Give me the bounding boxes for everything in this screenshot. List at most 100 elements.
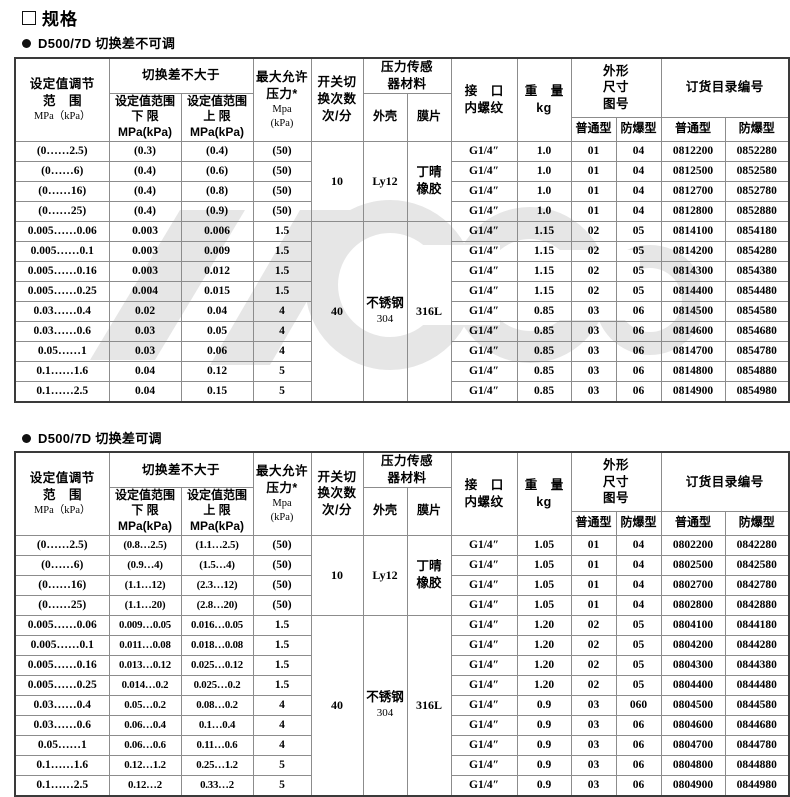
th-weight: 重 量 kg xyxy=(516,57,572,142)
cell-max-pressure: 1.5 xyxy=(252,260,312,282)
cell-max-pressure: 4 xyxy=(252,300,312,322)
table-1-title: D500/7D 切换差不可调 xyxy=(22,36,782,52)
th-catalog-group: 订货目录编号 xyxy=(660,451,790,512)
cell-diff-upper: (2.8…20) xyxy=(180,594,254,616)
cell-catalog-standard: 0814500 xyxy=(660,300,726,322)
cell-max-pressure: 4 xyxy=(252,320,312,342)
cell-weight: 1.05 xyxy=(516,534,572,556)
th-switch-frequency: 开关切 换次数 次/分 xyxy=(310,451,364,536)
cell-diff-lower: (0.4) xyxy=(108,200,182,222)
cell-set-range: 0.03……0.4 xyxy=(14,300,110,322)
th-diff-upper: 设定值范围 上 限 MPa(kPa) xyxy=(180,486,254,536)
cell-interface: G1/4″ xyxy=(450,240,518,262)
cell-dim-standard: 03 xyxy=(570,300,617,322)
cell-dim-explosion: 06 xyxy=(615,774,662,797)
cell-weight: 1.05 xyxy=(516,554,572,576)
cell-dim-standard: 02 xyxy=(570,674,617,696)
th-switch-diff-group: 切换差不大于 xyxy=(108,57,254,94)
th-sensor-material-group: 压力传感 器材料 xyxy=(362,451,452,488)
cell-weight: 0.85 xyxy=(516,300,572,322)
cell-diff-upper: 0.025…0.12 xyxy=(180,654,254,676)
cell-set-range: 0.005……0.16 xyxy=(14,654,110,676)
cell-interface: G1/4″ xyxy=(450,280,518,302)
table-row: 0.03……0.4 0.05…0.2 0.08…0.2 4 G1/4″ 0.9 03 060 0… xyxy=(14,694,790,716)
cell-catalog-standard: 0814100 xyxy=(660,220,726,242)
th-cat-explosion: 防爆型 xyxy=(724,510,790,536)
cell-set-range: 0.005……0.25 xyxy=(14,674,110,696)
table-2-title-label: D500/7D 切换差可调 xyxy=(38,430,162,446)
cell-max-pressure: 5 xyxy=(252,754,312,776)
cell-diff-lower: 0.12…2 xyxy=(108,774,182,797)
th-diaphragm: 膜片 xyxy=(406,486,452,536)
header-row-2: 设定值范围 下 限 MPa(kPa) 设定值范围 上 限 MPa(kPa) 外壳… xyxy=(15,92,789,142)
cell-set-range: (0……6) xyxy=(14,160,110,182)
cell-dim-explosion: 04 xyxy=(615,594,662,616)
cell-dim-explosion: 04 xyxy=(615,534,662,556)
cell-catalog-standard: 0804800 xyxy=(660,754,726,776)
cell-interface: G1/4″ xyxy=(450,754,518,776)
cell-set-range: 0.005……0.06 xyxy=(14,614,110,636)
cell-dim-standard: 01 xyxy=(570,554,617,576)
cell-interface: G1/4″ xyxy=(450,534,518,556)
cell-dim-explosion: 04 xyxy=(615,160,662,182)
cell-set-range: 0.05……1 xyxy=(14,734,110,756)
cell-dim-standard: 01 xyxy=(570,534,617,556)
header-row-1: 设定值调节 范 围 MPa（kPa） 切换差不大于 最大允许 压力* Mpa (… xyxy=(14,451,790,536)
header-row-1: 设定值调节 范 围 MPa（kPa） 切换差不大于 最大允许 压力* Mpa (… xyxy=(14,57,790,142)
th-diaphragm: 膜片 xyxy=(406,92,452,142)
cell-max-pressure: 1.5 xyxy=(252,220,312,242)
cell-catalog-explosion: 0852880 xyxy=(724,200,790,222)
th-outline-dim-group: 外形 尺寸 图号 xyxy=(570,57,662,118)
cell-diff-lower: (0.9…4) xyxy=(108,554,182,576)
cell-weight: 1.15 xyxy=(516,240,572,262)
cell-max-pressure: 4 xyxy=(252,340,312,362)
cell-diff-lower: 0.004 xyxy=(108,280,182,302)
cell-catalog-explosion: 0844380 xyxy=(724,654,790,676)
th-weight: 重 量 kg xyxy=(516,451,572,536)
th-dim-standard: 普通型 xyxy=(570,116,617,142)
cell-catalog-explosion: 0844880 xyxy=(724,754,790,776)
cell-dim-standard: 01 xyxy=(570,574,617,596)
cell-catalog-explosion: 0854980 xyxy=(724,380,790,403)
cell-max-pressure: 1.5 xyxy=(252,674,312,696)
cell-catalog-explosion: 0844980 xyxy=(724,774,790,797)
cell-weight: 1.20 xyxy=(516,654,572,676)
cell-interface: G1/4″ xyxy=(450,574,518,596)
cell-set-range: (0……16) xyxy=(14,574,110,596)
cell-catalog-standard: 0814200 xyxy=(660,240,726,262)
cell-interface: G1/4″ xyxy=(450,634,518,656)
cell-dim-standard: 02 xyxy=(570,260,617,282)
cell-diff-upper: (1.5…4) xyxy=(180,554,254,576)
cell-weight: 1.20 xyxy=(516,634,572,656)
cell-catalog-standard: 0814300 xyxy=(660,260,726,282)
cell-interface: G1/4″ xyxy=(450,340,518,362)
cell-catalog-explosion: 0854780 xyxy=(724,340,790,362)
table-row: (0……16) (1.1…12) (2.3…12) (50) G1/4″ 1.05 01 04… xyxy=(14,574,790,596)
cell-set-range: 0.05……1 xyxy=(14,340,110,362)
cell-diff-lower: 0.003 xyxy=(108,260,182,282)
cell-catalog-standard: 0804900 xyxy=(660,774,726,797)
cell-interface: G1/4″ xyxy=(450,300,518,322)
th-interface: 接 口 内螺纹 xyxy=(450,451,518,536)
cell-set-range: 0.005……0.25 xyxy=(14,280,110,302)
cell-set-range: 0.1……1.6 xyxy=(14,360,110,382)
cell-catalog-standard: 0814600 xyxy=(660,320,726,342)
cell-catalog-standard: 0802800 xyxy=(660,594,726,616)
cell-catalog-explosion: 0844680 xyxy=(724,714,790,736)
cell-catalog-explosion: 0842280 xyxy=(724,534,790,556)
th-set-range: 设定值调节 范 围 MPa（kPa） xyxy=(14,451,110,536)
cell-set-range: 0.005……0.16 xyxy=(14,260,110,282)
cell-catalog-explosion: 0854380 xyxy=(724,260,790,282)
table-row: 0.005……0.06 0.003 0.006 1.5 40 不锈钢 304 316L G1/4… xyxy=(14,220,790,403)
cell-diff-upper: 0.06 xyxy=(180,340,254,362)
cell-set-range: (0……6) xyxy=(14,554,110,576)
cell-diff-upper: 0.009 xyxy=(180,240,254,262)
cell-dim-explosion: 06 xyxy=(615,360,662,382)
cell-catalog-standard: 0804700 xyxy=(660,734,726,756)
cell-catalog-standard: 0814700 xyxy=(660,340,726,362)
cell-dim-standard: 03 xyxy=(570,774,617,797)
cell-interface: G1/4″ xyxy=(450,774,518,797)
cell-dim-explosion: 04 xyxy=(615,180,662,202)
cell-weight: 1.0 xyxy=(516,160,572,182)
cell-weight: 0.9 xyxy=(516,754,572,776)
